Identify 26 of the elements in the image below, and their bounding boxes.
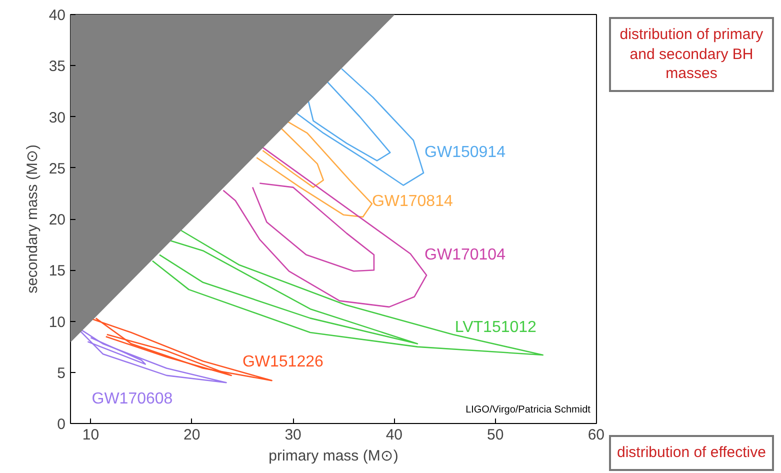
y-tick-label: 40 — [48, 7, 66, 24]
x-tick-label: 20 — [184, 426, 200, 444]
y-tick-label: 25 — [48, 160, 66, 178]
series-label: LVT151012 — [454, 318, 537, 336]
series-label: GW170104 — [424, 246, 506, 264]
x-axis-title: primary mass (M⊙) — [268, 448, 398, 464]
series-label: GW170608 — [92, 390, 173, 408]
x-tick-label: 50 — [487, 426, 504, 444]
text: distribution of primary and secondary BH masses — [609, 17, 774, 92]
series-label: GW151226 — [242, 354, 324, 371]
y-tick-label: 0 — [57, 416, 66, 433]
series-label: GW150914 — [424, 144, 506, 162]
y-tick-label: 10 — [48, 314, 66, 331]
text: distribution of effective — [609, 435, 774, 470]
y-tick-label: 5 — [57, 364, 66, 382]
y-tick-label: 20 — [48, 212, 66, 228]
x-tick-label: 30 — [284, 426, 302, 444]
y-axis-title: secondary mass (M⊙) — [24, 144, 41, 294]
series-label: GW170814 — [372, 193, 453, 210]
y-tick-label: 35 — [48, 58, 66, 76]
x-tick-label: 40 — [386, 426, 403, 444]
x-tick-label: 60 — [588, 426, 605, 444]
x-tick-label: 10 — [82, 426, 100, 444]
y-tick-label: 30 — [48, 109, 66, 126]
annotation: LIGO/Virgo/Patricia Schmidt — [466, 404, 591, 416]
y-tick-label: 15 — [48, 262, 66, 280]
